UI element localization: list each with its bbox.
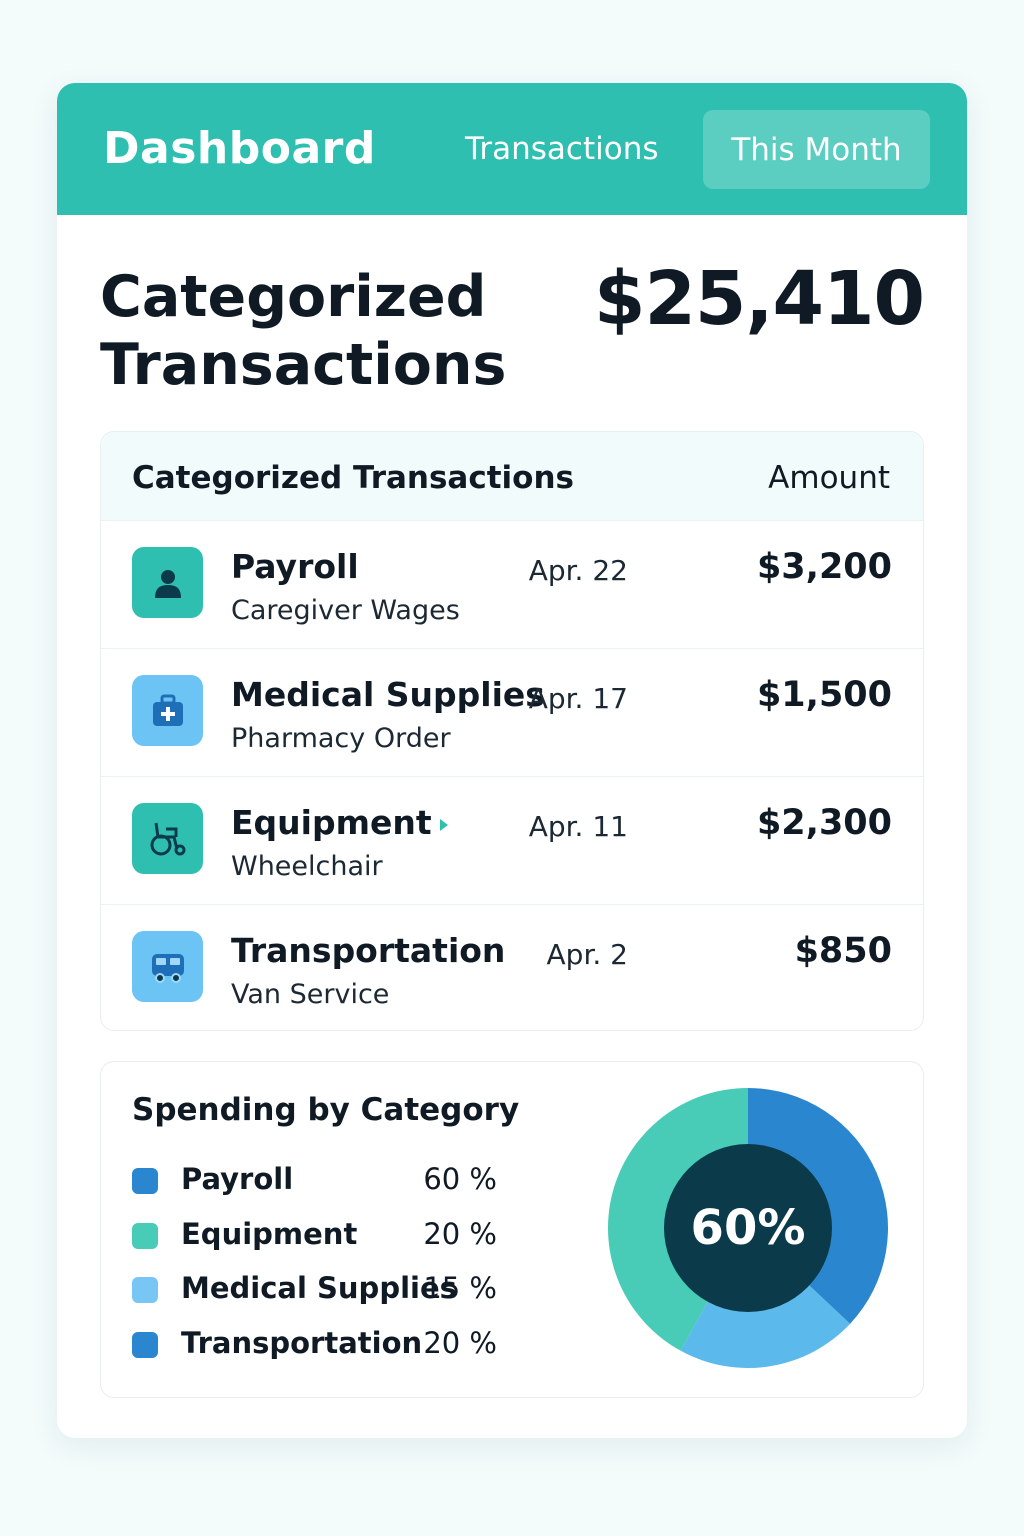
transactions-table: Categorized Transactions Amount Payroll … <box>100 431 924 1031</box>
row-category-label: Equipment <box>231 803 432 842</box>
nav-transactions-link[interactable]: Transactions <box>465 131 659 167</box>
donut-center-label: 60% <box>691 1200 806 1256</box>
person-icon <box>132 547 203 618</box>
legend-label: Medical Supplies <box>181 1271 457 1305</box>
row-description: Pharmacy Order <box>231 723 451 754</box>
legend-label: Payroll <box>181 1162 294 1196</box>
row-date: Apr. 11 <box>528 810 628 843</box>
legend-swatch <box>132 1331 158 1358</box>
legend-swatch <box>132 1222 158 1249</box>
row-date: Apr. 17 <box>528 682 628 715</box>
top-header: Dashboard Transactions This Month <box>57 83 967 215</box>
legend-swatch <box>132 1277 158 1303</box>
total-amount: $25,410 <box>593 256 925 342</box>
legend-label: Transportation <box>181 1325 423 1360</box>
row-amount: $2,300 <box>756 803 892 843</box>
column-header-amount: Amount <box>768 460 890 496</box>
row-amount: $1,500 <box>756 675 892 715</box>
row-category: Equipment <box>231 803 448 842</box>
legend-label: Equipment <box>181 1216 358 1251</box>
legend-value: 60 % <box>423 1162 497 1196</box>
page-title: Categorized Transactions <box>100 264 507 398</box>
column-header-category: Categorized Transactions <box>132 460 574 496</box>
row-category: Transportation <box>231 931 506 970</box>
caret-right-icon <box>439 818 448 831</box>
donut-center <box>664 1144 832 1312</box>
legend-item: Equipment 20 % <box>132 1215 497 1270</box>
row-amount: $850 <box>794 931 892 971</box>
dashboard-card: Dashboard Transactions This Month Catego… <box>57 83 967 1438</box>
table-header: Categorized Transactions Amount <box>101 432 923 520</box>
legend-item: Transportation 20 % <box>132 1324 497 1379</box>
medical-kit-icon <box>132 675 203 746</box>
brand-title: Dashboard <box>103 123 376 174</box>
table-row[interactable]: Transportation Van Service Apr. 2 $850 <box>101 904 923 1030</box>
chart-legend: Payroll 60 % Equipment 20 % Medical Supp… <box>132 1160 497 1378</box>
legend-value: 15 % <box>423 1271 497 1305</box>
legend-swatch <box>132 1168 158 1194</box>
legend-item: Medical Supplies 15 % <box>132 1269 497 1324</box>
spending-title: Spending by Category <box>132 1092 520 1128</box>
van-icon <box>132 931 203 1002</box>
row-description: Caregiver Wages <box>231 595 460 626</box>
wheelchair-icon <box>132 803 203 874</box>
table-row[interactable]: Equipment Wheelchair Apr. 11 $2,300 <box>101 776 923 904</box>
spending-by-category-panel: Spending by Category Payroll 60 % Equipm… <box>100 1061 924 1398</box>
legend-item: Payroll 60 % <box>132 1160 497 1215</box>
period-filter-button[interactable]: This Month <box>703 110 930 189</box>
table-row[interactable]: Medical Supplies Pharmacy Order Apr. 17 … <box>101 648 923 776</box>
legend-value: 20 % <box>423 1325 497 1360</box>
legend-value: 20 % <box>423 1216 497 1251</box>
row-description: Wheelchair <box>231 851 383 882</box>
row-category: Medical Supplies <box>231 675 545 714</box>
row-date: Apr. 22 <box>528 554 628 587</box>
row-category: Payroll <box>231 547 359 586</box>
row-amount: $3,200 <box>756 547 892 587</box>
table-row[interactable]: Payroll Caregiver Wages Apr. 22 $3,200 <box>101 520 923 648</box>
row-description: Van Service <box>231 979 390 1010</box>
spending-donut-chart: 60% <box>608 1088 888 1368</box>
row-date: Apr. 2 <box>546 938 628 971</box>
